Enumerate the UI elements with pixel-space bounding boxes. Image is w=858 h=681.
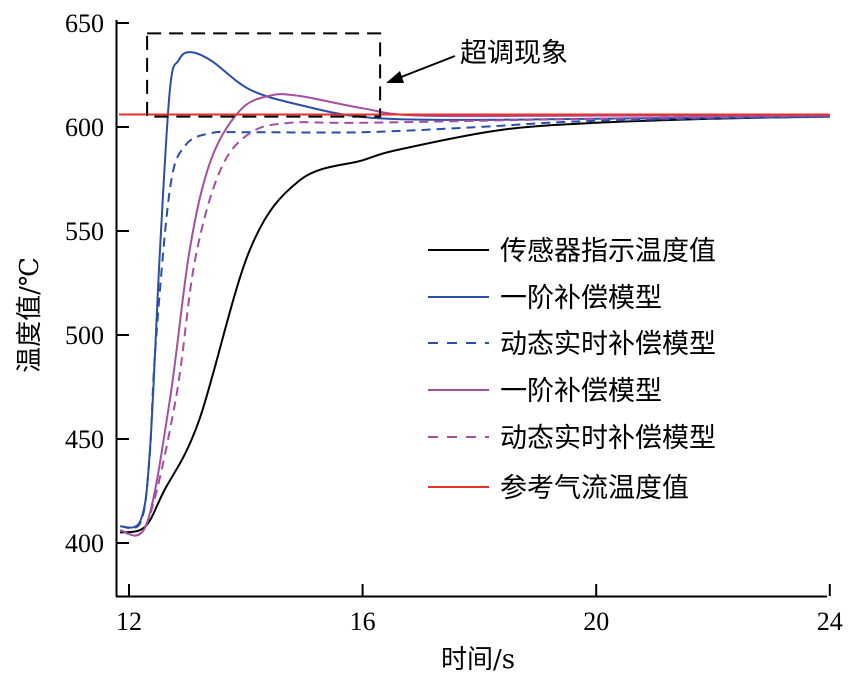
- y-tick-label: 550: [65, 217, 104, 246]
- y-tick-label: 450: [65, 425, 104, 454]
- legend-label: 动态实时补偿模型: [500, 329, 716, 360]
- series-line-0: [119, 115, 830, 534]
- x-tick-label: 24: [817, 607, 843, 636]
- y-tick-label: 650: [65, 9, 104, 38]
- legend-label: 传感器指示温度值: [500, 236, 716, 267]
- y-axis-label: 温度值/℃: [15, 257, 45, 373]
- x-axis-label: 时间/s: [441, 645, 515, 675]
- annotation-arrow: [395, 55, 456, 80]
- legend-item: 参考气流温度值: [428, 473, 689, 504]
- overshoot-annotation: 超调现象: [146, 32, 568, 118]
- legend-item: 一阶补偿模型: [428, 283, 662, 314]
- annotation-text: 超调现象: [460, 38, 568, 69]
- axis-ticks: 12 16 20 24 400 450 500 550 600 650: [65, 9, 843, 636]
- legend-item: 一阶补偿模型: [428, 376, 662, 407]
- plot-area: [119, 51, 830, 537]
- legend-label: 一阶补偿模型: [500, 283, 662, 314]
- legend: 传感器指示温度值一阶补偿模型动态实时补偿模型一阶补偿模型动态实时补偿模型参考气流…: [428, 236, 716, 504]
- legend-label: 参考气流温度值: [500, 473, 689, 504]
- legend-label: 动态实时补偿模型: [500, 423, 716, 454]
- series-line-4: [119, 114, 830, 537]
- x-tick-label: 12: [116, 607, 142, 636]
- y-tick-label: 500: [65, 321, 104, 350]
- legend-item: 传感器指示温度值: [428, 236, 716, 267]
- y-tick-label: 400: [65, 529, 104, 558]
- legend-item: 动态实时补偿模型: [428, 423, 716, 454]
- series-line-3: [119, 93, 830, 537]
- x-tick-label: 16: [350, 607, 376, 636]
- arrow-head-icon: [386, 71, 404, 83]
- x-tick-label: 20: [583, 607, 609, 636]
- overshoot-box: [146, 32, 382, 118]
- y-tick-label: 600: [65, 113, 104, 142]
- series-line-1: [119, 51, 830, 529]
- legend-label: 一阶补偿模型: [500, 376, 662, 407]
- legend-item: 动态实时补偿模型: [428, 329, 716, 360]
